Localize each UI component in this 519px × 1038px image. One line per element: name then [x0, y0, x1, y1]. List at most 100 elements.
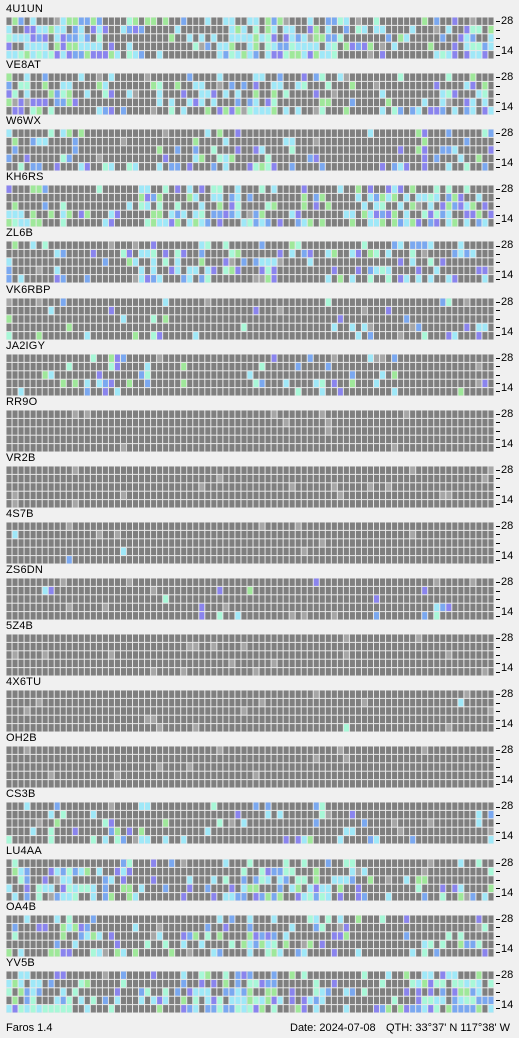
band-cell [350, 82, 355, 89]
band-cell [356, 219, 361, 226]
band-cell [67, 500, 72, 507]
band-cell [332, 203, 337, 210]
band-cell [296, 612, 301, 619]
band-cell [175, 371, 180, 378]
band-cell [115, 138, 120, 145]
band-cell [458, 548, 463, 555]
band-cell [229, 539, 234, 546]
band-cell [302, 500, 307, 507]
band-cell [229, 522, 234, 529]
band-cell [470, 427, 475, 434]
band-cell [31, 250, 36, 257]
band-cell [380, 419, 385, 426]
band-cell [139, 250, 144, 257]
band-cell [482, 500, 487, 507]
band-cell [254, 138, 259, 145]
band-cell [157, 466, 162, 473]
band-cell [91, 242, 96, 249]
band-cell [43, 242, 48, 249]
band-cell [55, 74, 60, 81]
band-cell [103, 99, 108, 106]
band-cell [296, 362, 301, 369]
band-cell [440, 444, 445, 451]
band-cell [79, 419, 84, 426]
band-cell [193, 444, 198, 451]
band-cell [175, 51, 180, 58]
band-cell [488, 483, 493, 490]
band-cell [374, 51, 379, 58]
band-cell [109, 595, 114, 602]
band-cell [157, 219, 162, 226]
band-cell [55, 651, 60, 658]
band-cell [320, 539, 325, 546]
band-cell [145, 548, 150, 555]
band-cell [380, 435, 385, 442]
band-cell [344, 531, 349, 538]
band-cell [296, 651, 301, 658]
band-cell [67, 427, 72, 434]
band-cell [49, 99, 54, 106]
band-cell [440, 18, 445, 25]
band-cell [284, 51, 289, 58]
band-cell [223, 379, 228, 386]
band-cell [49, 483, 54, 490]
band-cell [73, 99, 78, 106]
band-cell [31, 354, 36, 361]
band-cell [290, 651, 295, 658]
band-cell [362, 491, 367, 498]
band-cell [446, 660, 451, 667]
band-cell [145, 155, 150, 162]
band-cell [434, 604, 439, 611]
band-cell [290, 82, 295, 89]
band-cell [43, 435, 48, 442]
band-cell [278, 18, 283, 25]
band-cell [205, 651, 210, 658]
band-cell [398, 466, 403, 473]
band-cell [13, 435, 18, 442]
band-cell [446, 539, 451, 546]
band-cell [61, 250, 66, 257]
band-cell [235, 323, 240, 330]
band-cell [290, 51, 295, 58]
band-cell [272, 556, 277, 563]
band-cell [163, 354, 168, 361]
band-cell [163, 315, 168, 322]
band-cell [37, 427, 42, 434]
band-cell [19, 323, 24, 330]
band-cell [241, 250, 246, 257]
band-cell [464, 475, 469, 482]
band-cell [482, 130, 487, 137]
band-cell [464, 354, 469, 361]
band-cell [302, 163, 307, 170]
band-cell [284, 82, 289, 89]
band-cell [79, 362, 84, 369]
band-cell [199, 579, 204, 586]
band-cell [187, 548, 192, 555]
band-cell [25, 315, 30, 322]
band-cell [458, 259, 463, 266]
band-cell [127, 466, 132, 473]
band-cell [247, 323, 252, 330]
band-cell [79, 51, 84, 58]
band-cell [452, 298, 457, 305]
band-cell [326, 315, 331, 322]
band-cell [404, 194, 409, 201]
band-cell [440, 26, 445, 33]
band-cell [151, 43, 156, 50]
band-cell [31, 362, 36, 369]
band-cell [19, 332, 24, 339]
band-cell [151, 130, 156, 137]
band-cell [247, 163, 252, 170]
beacon-row: ZS6DN 28 14 [0, 564, 519, 620]
band-cell [392, 354, 397, 361]
band-cell [217, 604, 222, 611]
band-cell [260, 82, 265, 89]
band-cell [163, 18, 168, 25]
band-cell [67, 323, 72, 330]
band-cell [266, 323, 271, 330]
band-cell [19, 522, 24, 529]
band-cell [434, 51, 439, 58]
band-cell [121, 522, 126, 529]
band-cell [187, 138, 192, 145]
band-cell [25, 556, 30, 563]
